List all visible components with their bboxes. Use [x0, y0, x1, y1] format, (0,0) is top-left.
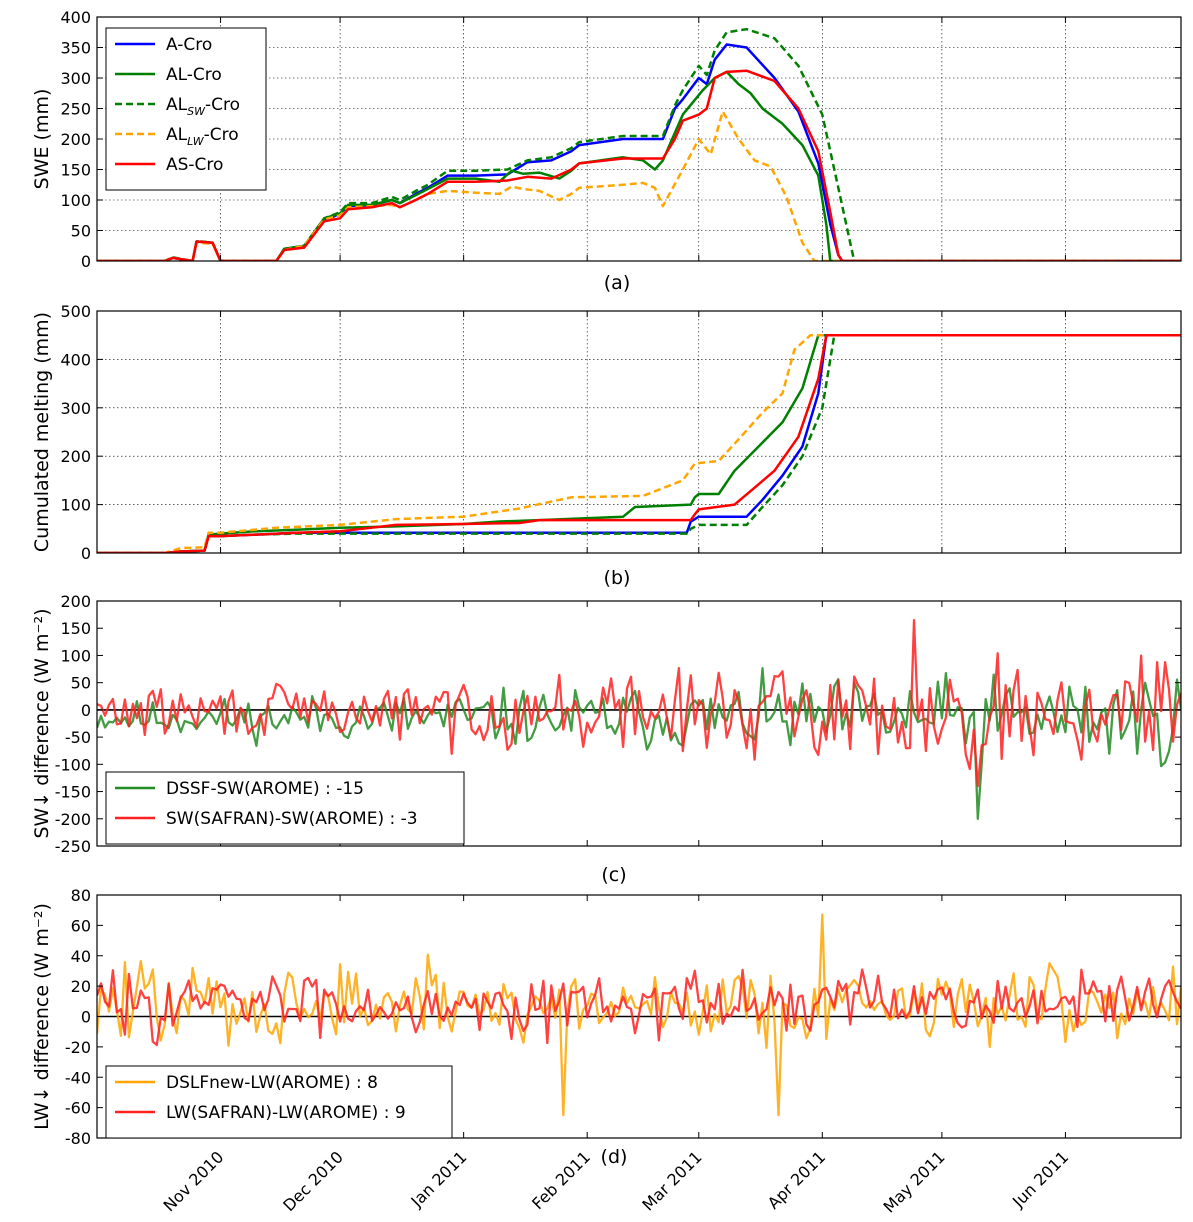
plot-area: [97, 27, 1181, 261]
y-axis-label: SWE (mm): [31, 89, 53, 190]
series-line: [97, 69, 1181, 261]
legend-label: A-Cro: [166, 35, 212, 55]
y-tick-label: 60: [71, 916, 91, 935]
plot-area: [97, 618, 1181, 820]
y-tick-label: -40: [65, 1068, 91, 1087]
series-line: [97, 110, 1181, 261]
y-tick-label: 200: [60, 447, 91, 466]
panel-b-label: (b): [604, 567, 631, 589]
y-tick-label: -250: [55, 837, 91, 856]
legend-label: DSLFnew-LW(AROME) : 8: [166, 1073, 378, 1093]
y-tick-label: -100: [55, 755, 91, 774]
x-tick-label: Nov 2010: [159, 1147, 227, 1215]
y-tick-label: 400: [60, 8, 91, 27]
panel-b: (b) 0 100 200 300 400 500 Cumulated melting (m…: [31, 302, 1182, 589]
y-tick-label: 300: [60, 399, 91, 418]
legend-label: ALSW-Cro: [166, 95, 240, 118]
panel-c-label: (c): [601, 864, 626, 886]
y-tick-label: 200: [60, 592, 91, 611]
y-tick-label: 40: [71, 947, 91, 966]
x-tick-label: Apr 2011: [764, 1147, 829, 1212]
y-tick-label: 250: [60, 100, 91, 119]
panel-d: (d) -80 -60 -40 -20 0 20 40 60 80 LW↓ difference …: [31, 886, 1182, 1168]
y-tick-label: 50: [71, 222, 91, 241]
y-tick-label: -60: [65, 1099, 91, 1118]
y-tick-label: 200: [60, 130, 91, 149]
x-tick-label: Feb 2011: [528, 1147, 594, 1213]
series-line: [97, 27, 1181, 261]
y-tick-label: -50: [65, 728, 91, 747]
y-tick-label: 300: [60, 69, 91, 88]
axes-frame: [96, 600, 1182, 847]
series-line: [97, 968, 1181, 1047]
legend-label: AS-Cro: [166, 155, 223, 175]
plot-area: [97, 913, 1181, 1117]
y-tick-label: 150: [60, 161, 91, 180]
y-tick-label: 20: [71, 977, 91, 996]
y-axis-label: SW↓ difference (W m⁻²): [31, 608, 53, 838]
y-tick-label: 0: [81, 252, 91, 271]
x-tick-label: Jan 2011: [407, 1147, 471, 1211]
panel-d-label: (d): [601, 1146, 628, 1168]
panel-a-label: (a): [604, 272, 630, 294]
y-tick-label: -80: [65, 1129, 91, 1148]
series-line: [97, 618, 1181, 788]
x-tick-label: Dec 2010: [279, 1147, 347, 1215]
y-tick-label: 350: [60, 39, 91, 58]
legend-label: SW(SAFRAN)-SW(AROME) : -3: [166, 809, 418, 829]
y-tick-label: 100: [60, 191, 91, 210]
y-tick-label: 0: [81, 701, 91, 720]
legend-label: ALLW-Cro: [166, 125, 239, 148]
legend-label: DSSF-SW(AROME) : -15: [166, 779, 364, 799]
panel-c: (c) -250 -200 -150 -100 -50 0 50 100 150 200 SW↓ d…: [31, 592, 1182, 886]
legend-box: [105, 771, 465, 845]
legend-box: [105, 1065, 453, 1139]
legend-label: LW(SAFRAN)-LW(AROME) : 9: [166, 1103, 406, 1123]
y-tick-label: 80: [71, 886, 91, 905]
y-tick-label: 500: [60, 302, 91, 321]
plot-area: [97, 333, 1181, 553]
y-tick-label: 100: [60, 496, 91, 515]
legend-label: AL-Cro: [166, 65, 222, 85]
y-tick-label: 400: [60, 350, 91, 369]
series-line: [97, 913, 1181, 1117]
y-tick-label: -20: [65, 1038, 91, 1057]
panel-a: (a) 0 50 100 150 200 250 300 350 400 SWE (mm) A-Cr…: [31, 8, 1182, 294]
x-tick-label: Mar 2011: [638, 1147, 705, 1214]
y-tick-label: -200: [55, 810, 91, 829]
y-tick-label: 0: [81, 544, 91, 563]
y-tick-label: 150: [60, 619, 91, 638]
y-axis-label: LW↓ difference (W m⁻²): [31, 903, 53, 1130]
series-line: [97, 333, 1181, 553]
y-axis-label: Cumulated melting (mm): [31, 312, 53, 552]
y-tick-label: 100: [60, 646, 91, 665]
axes-frame: [96, 310, 1182, 554]
x-tick-label: May 2011: [879, 1147, 948, 1216]
y-tick-label: 0: [81, 1008, 91, 1027]
x-tick-label: Jun 2011: [1008, 1147, 1072, 1211]
series-line: [97, 43, 1181, 261]
y-tick-label: 50: [71, 674, 91, 693]
y-tick-label: -150: [55, 783, 91, 802]
